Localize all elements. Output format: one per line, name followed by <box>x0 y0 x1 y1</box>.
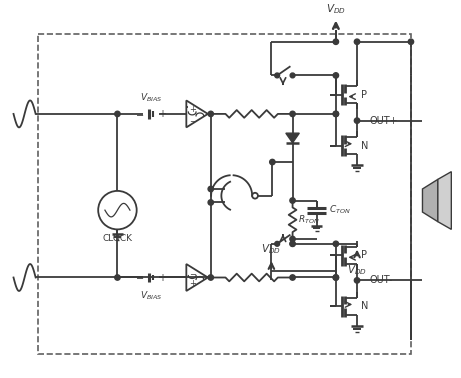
Circle shape <box>290 111 295 116</box>
Circle shape <box>355 118 360 123</box>
Circle shape <box>290 198 295 203</box>
Circle shape <box>115 275 120 280</box>
Circle shape <box>408 39 414 45</box>
Text: $V_{DD}$: $V_{DD}$ <box>326 2 346 16</box>
Text: $V_{BIAS}$: $V_{BIAS}$ <box>140 92 162 104</box>
Text: $+$: $+$ <box>158 272 167 283</box>
Circle shape <box>208 275 213 280</box>
Text: CLOCK: CLOCK <box>102 234 132 243</box>
Circle shape <box>290 241 295 246</box>
Circle shape <box>270 160 275 165</box>
Circle shape <box>275 242 279 246</box>
Text: $-$: $-$ <box>189 115 197 124</box>
Polygon shape <box>286 133 299 143</box>
Circle shape <box>333 39 338 45</box>
Text: $V_{DD}$: $V_{DD}$ <box>347 263 367 277</box>
Circle shape <box>208 186 213 192</box>
Polygon shape <box>422 179 438 222</box>
Text: OUT-: OUT- <box>370 276 393 285</box>
Circle shape <box>355 278 360 283</box>
Circle shape <box>333 111 338 116</box>
Text: OUT+: OUT+ <box>370 116 398 125</box>
Text: $V_{BIAS}$: $V_{BIAS}$ <box>140 289 162 302</box>
Circle shape <box>333 275 338 280</box>
Circle shape <box>275 73 279 78</box>
Circle shape <box>208 200 213 205</box>
Circle shape <box>290 236 295 242</box>
Circle shape <box>290 73 295 78</box>
Circle shape <box>333 111 338 116</box>
Text: N: N <box>361 141 368 151</box>
Text: $-$: $-$ <box>189 268 197 277</box>
Circle shape <box>290 242 295 246</box>
Circle shape <box>290 275 295 280</box>
Circle shape <box>115 111 120 116</box>
Text: $-$: $-$ <box>135 109 144 119</box>
Text: $R_{TON}$: $R_{TON}$ <box>298 214 320 226</box>
Text: $V_{DD}$: $V_{DD}$ <box>261 243 281 256</box>
Circle shape <box>333 73 338 78</box>
Text: $+$: $+$ <box>158 108 167 119</box>
Polygon shape <box>438 172 451 229</box>
Text: $+$: $+$ <box>189 104 197 114</box>
Text: P: P <box>361 90 367 100</box>
Text: $-$: $-$ <box>135 273 144 282</box>
Text: N: N <box>361 301 368 311</box>
Circle shape <box>208 111 213 116</box>
Circle shape <box>355 39 360 45</box>
Circle shape <box>333 241 338 246</box>
Text: $+$: $+$ <box>189 278 197 288</box>
Text: $C_{TON}$: $C_{TON}$ <box>329 204 351 216</box>
Text: P: P <box>361 250 367 260</box>
Circle shape <box>333 275 338 280</box>
